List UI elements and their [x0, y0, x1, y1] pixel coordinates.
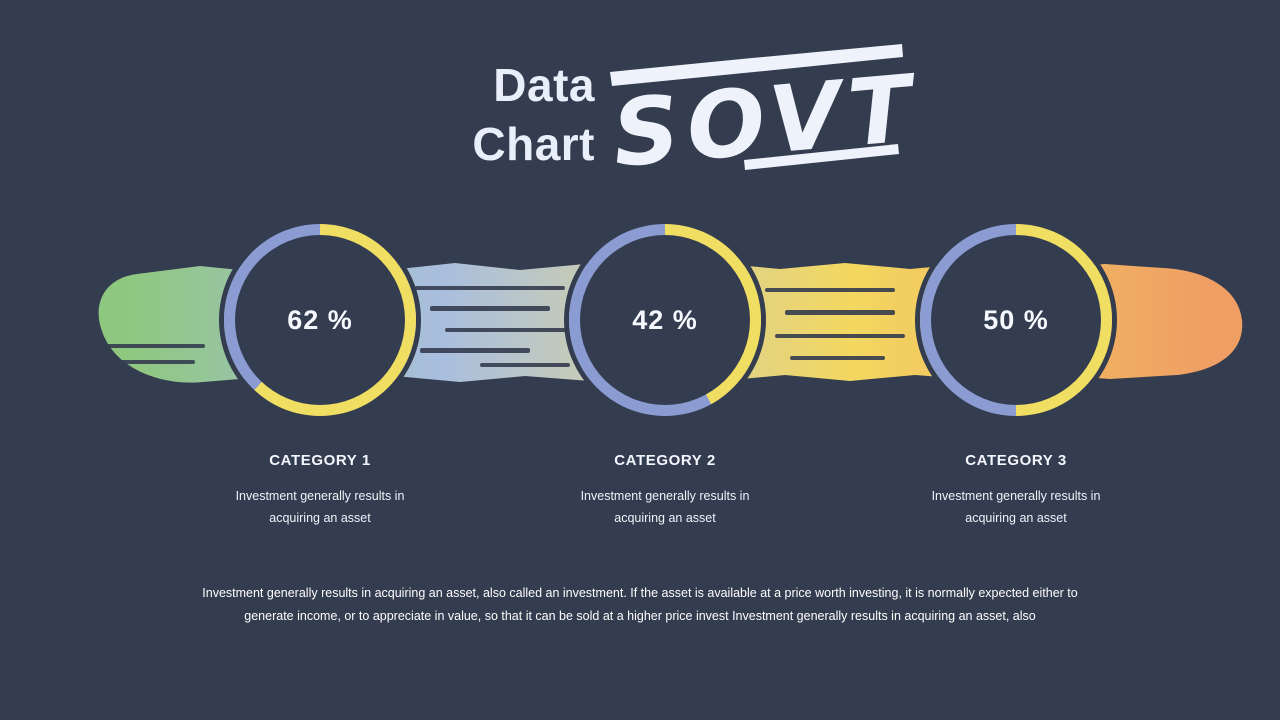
category-label-1: CATEGORY 1 [269, 452, 371, 469]
category-label-2: CATEGORY 2 [614, 452, 716, 469]
category-description-1: Investment generally results in acquirin… [170, 485, 470, 529]
brush-texture-streak [445, 328, 585, 332]
category-description-2: Investment generally results in acquirin… [515, 485, 815, 529]
stat-column-3: 50 % CATEGORY 3 Investment generally res… [866, 224, 1166, 529]
stat-column-1: 62 % CATEGORY 1 Investment generally res… [170, 224, 470, 529]
category-label-3: CATEGORY 3 [965, 452, 1067, 469]
footer-paragraph: Investment generally results in acquirin… [0, 582, 1280, 628]
page-title: Data Chart [472, 56, 595, 174]
brush-texture-streak [415, 286, 565, 290]
brush-texture-streak [480, 363, 570, 367]
donut-chart-2: 42 % [569, 224, 761, 416]
brush-texture-streak [790, 356, 885, 360]
donut-chart-1: 62 % [224, 224, 416, 416]
brush-texture-streak [115, 360, 195, 364]
brush-texture-streak [775, 334, 905, 338]
brush-texture-streak [785, 310, 895, 315]
brush-texture-streak [765, 288, 895, 292]
description-line: acquiring an asset [614, 511, 716, 525]
description-line: Investment generally results in [580, 489, 750, 503]
description-line: acquiring an asset [269, 511, 371, 525]
brush-texture-streak [105, 344, 205, 348]
brush-texture-streak [430, 306, 550, 311]
donut-percent-label: 50 % [983, 304, 1049, 335]
category-description-3: Investment generally results in acquirin… [866, 485, 1166, 529]
page-title-line2: Chart [472, 118, 595, 170]
donut-hole [931, 235, 1101, 405]
description-line: acquiring an asset [965, 511, 1067, 525]
description-line: Investment generally results in [931, 489, 1101, 503]
donut-hole [580, 235, 750, 405]
brush-stroke-top-icon [610, 44, 903, 86]
footer-line2: generate income, or to appreciate in val… [244, 609, 1036, 623]
brush-texture-streak [420, 348, 530, 353]
brand-logo: SOVT [608, 44, 922, 176]
donut-percent-label: 62 % [287, 304, 353, 335]
description-line: Investment generally results in [235, 489, 405, 503]
donut-percent-label: 42 % [632, 304, 698, 335]
page-title-line1: Data [493, 59, 595, 111]
donut-hole [235, 235, 405, 405]
donut-chart-3: 50 % [920, 224, 1112, 416]
footer-line1: Investment generally results in acquirin… [202, 586, 1078, 600]
stat-column-2: 42 % CATEGORY 2 Investment generally res… [515, 224, 815, 529]
brush-stroke-bottom-icon [744, 144, 899, 170]
